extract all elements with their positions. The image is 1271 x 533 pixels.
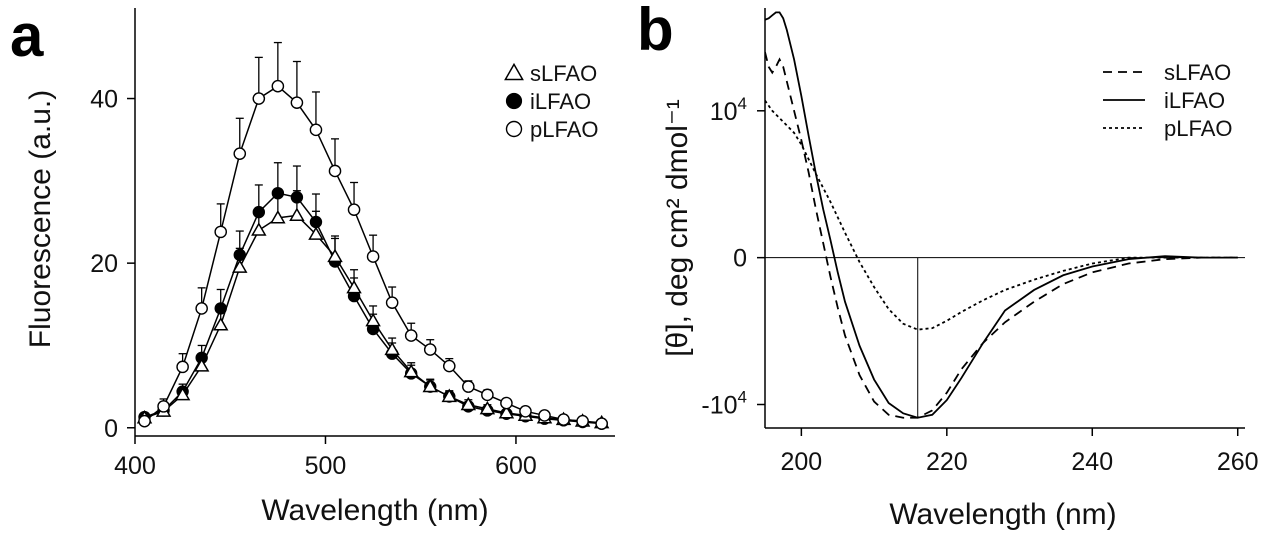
panel-a-y-tick-label: 20 [90, 250, 118, 278]
panel-a-legend: sLFAO iLFAO pLFAO [504, 61, 598, 142]
panel-a-x-tick-label: 500 [305, 452, 347, 480]
panel-a-marker-pLFAO [423, 343, 437, 356]
panel-a-marker-sLFAO [498, 405, 515, 419]
panel-a-marker-iLFAO [233, 248, 246, 262]
panel-a-x-tick-label: 400 [114, 452, 156, 480]
panel-b-x-tick-label: 240 [1071, 448, 1113, 476]
panel-a-marker-pLFAO [252, 92, 266, 105]
panel-a-marker-pLFAO [442, 359, 456, 373]
panel-a-legend-marker-iLFAO [505, 92, 523, 110]
panel-b-x-tick-label: 260 [1217, 448, 1259, 476]
panel-a-marker-iLFAO [290, 191, 304, 204]
panel-a-marker-pLFAO [138, 414, 151, 428]
panel-b-series-line-pLFAO [765, 99, 1238, 331]
panel-a-y-tick-label: 0 [104, 415, 118, 443]
panel-b-legend-label: pLFAO [1164, 116, 1232, 141]
tick-base: 0 [733, 245, 747, 273]
panel-b-y-tick-label: 0 [733, 245, 747, 273]
panel-a-marker-pLFAO [176, 360, 189, 374]
panel-a-marker-pLFAO [214, 225, 228, 239]
panel-a-marker-sLFAO [479, 400, 496, 415]
panel-a-marker-pLFAO [462, 380, 475, 393]
panel-b-legend: sLFAO iLFAO pLFAO [1103, 60, 1232, 141]
panel-b-x-axis-title: Wavelength (nm) [889, 498, 1116, 531]
tick-exponent: 4 [738, 388, 747, 407]
panel-a-marker-pLFAO [576, 414, 589, 428]
panel-a-marker-pLFAO [557, 413, 570, 426]
panel-a-marker-sLFAO [327, 248, 343, 263]
panel-a-marker-pLFAO [500, 396, 513, 410]
panel-a-marker-sLFAO [460, 396, 477, 411]
panel-a-marker-sLFAO [270, 209, 286, 224]
panel-a-marker-pLFAO [290, 96, 304, 109]
panel-b-legend-label: iLFAO [1164, 88, 1225, 113]
tick-base: -10 [701, 392, 737, 420]
panel-b-y-axis-title: [θ], deg cm² dmol⁻¹ [661, 99, 694, 357]
panel-b-x-tick-label: 200 [781, 448, 823, 476]
panel-a-ticks: 400 500 600 0 20 40 [90, 86, 537, 480]
panel-a-marker-sLFAO [365, 312, 381, 327]
panel-a-marker-sLFAO [441, 388, 458, 403]
panel-a-marker-pLFAO [404, 329, 418, 342]
panel-a-x-axis-title: Wavelength (nm) [261, 494, 488, 527]
panel-a-marker-pLFAO [195, 302, 208, 315]
panel-a-marker-pLFAO [538, 409, 551, 422]
panel-a-marker-sLFAO [289, 207, 305, 221]
panel-a-marker-pLFAO [157, 400, 170, 413]
panel-a-axes [134, 8, 615, 437]
panel-a-marker-pLFAO [309, 123, 323, 137]
panel-a-marker-sLFAO [174, 386, 191, 401]
panel-a-marker-iLFAO [252, 205, 266, 219]
panel-a-marker-sLFAO [384, 341, 400, 356]
panel-b-axes [764, 8, 1245, 429]
panel-a-marker-pLFAO [385, 296, 399, 309]
panel-a-label: a [10, 2, 44, 69]
panel-a-marker-pLFAO [519, 405, 532, 418]
panel-a-legend-label: pLFAO [530, 117, 598, 142]
panel-a-marker-pLFAO [233, 147, 247, 160]
panel-a-marker-pLFAO [481, 388, 494, 402]
panel-a-marker-pLFAO [347, 203, 361, 216]
tick-base: 10 [710, 98, 738, 126]
panel-a-marker-pLFAO [271, 79, 285, 93]
panel-a-marker-iLFAO [271, 186, 285, 200]
panel-a-marker-iLFAO [214, 302, 227, 315]
panel-a-x-tick-label: 600 [495, 452, 537, 480]
panel-a-marker-sLFAO [403, 363, 419, 378]
panel-b-series-line-iLFAO [765, 11, 1238, 419]
panel-b-x-tick-label: 220 [926, 448, 968, 476]
panel-a-legend-label: iLFAO [530, 89, 591, 114]
panel-a-marker-pLFAO [328, 164, 342, 178]
panel-a-marker-pLFAO [595, 417, 608, 430]
panel-a-marker-sLFAO [193, 358, 210, 372]
panel-a-marker-sLFAO [346, 279, 362, 294]
panel-a-legend-marker-pLFAO [505, 120, 523, 138]
panel-b-label: b [637, 0, 674, 63]
panel-a-marker-pLFAO [366, 250, 380, 263]
panel-a-marker-sLFAO [212, 316, 229, 331]
panel-b-series-line-sLFAO [765, 51, 1238, 419]
panel-a-legend-marker-sLFAO [504, 62, 524, 81]
panel-a-marker-sLFAO [422, 378, 438, 393]
panel-a-markers [136, 79, 610, 430]
panel-a-y-tick-label: 40 [90, 86, 118, 114]
panel-b-lines [765, 11, 1238, 419]
panel-a-marker-iLFAO [309, 215, 323, 229]
panel-a-marker-sLFAO [251, 222, 267, 236]
panel-b-y-tick-label: 104 [710, 94, 747, 126]
panel-b-reference-lines [765, 257, 1245, 418]
panel-a-legend-label: sLFAO [530, 61, 597, 86]
panel-b-legend-label: sLFAO [1164, 60, 1231, 85]
panel-b-y-tick-label: -104 [701, 388, 747, 420]
panel-a-marker-sLFAO [308, 226, 324, 240]
panel-a-marker-sLFAO [232, 259, 248, 273]
tick-exponent: 4 [738, 94, 747, 113]
panel-a-y-axis-title: Fluorescence (a.u.) [24, 90, 57, 348]
panel-a: a 400 500 600 0 20 40 Wavelength (nm) Fluores… [10, 2, 615, 527]
